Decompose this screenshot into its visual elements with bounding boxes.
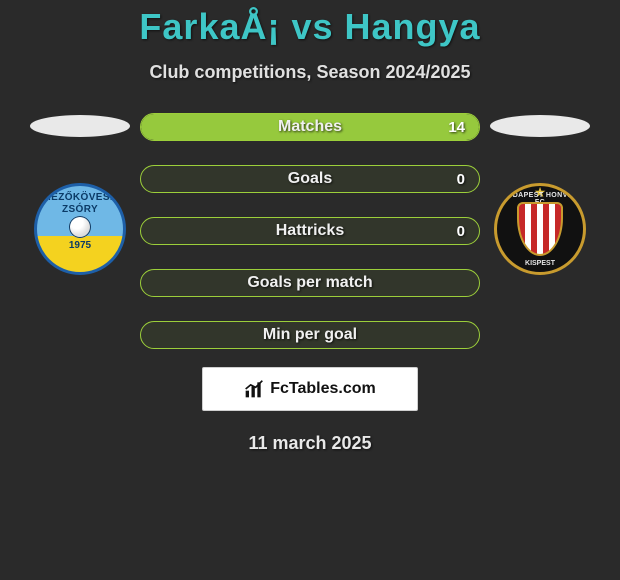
left-player-ellipse	[30, 115, 130, 137]
crest-left-ball-icon	[69, 216, 91, 238]
right-player-ellipse	[490, 115, 590, 137]
stat-label: Goals per match	[247, 274, 372, 292]
stat-goals: Goals 0	[140, 165, 480, 193]
stat-value-right: 14	[448, 119, 465, 136]
bar-chart-icon	[244, 379, 264, 399]
crest-right-shield-icon	[517, 202, 563, 256]
stat-label: Goals	[288, 170, 332, 188]
page-subtitle: Club competitions, Season 2024/2025	[0, 62, 620, 83]
stat-value-right: 0	[457, 223, 465, 240]
crest-left-top-text: MEZŐKÖVESD	[37, 192, 123, 203]
date-label: 11 march 2025	[0, 433, 620, 454]
stat-value-right: 0	[457, 171, 465, 188]
stats-column: Matches 14 Goals 0 Hattricks 0 Goals per…	[140, 113, 480, 349]
right-club-crest: ★ BUDAPEST HONVÉD FC KISPEST	[494, 183, 586, 275]
comparison-row: MEZŐKÖVESD ZSÓRY 1975 Matches 14 Goals 0…	[0, 113, 620, 349]
crest-left-mid-text: ZSÓRY	[37, 204, 123, 215]
crest-left-year: 1975	[37, 240, 123, 251]
page-title: FarkaÅ¡ vs Hangya	[0, 0, 620, 48]
crest-right-bottom-text: KISPEST	[497, 260, 583, 267]
stat-label: Min per goal	[263, 326, 357, 344]
brand-attribution[interactable]: FcTables.com	[202, 367, 418, 411]
stat-label: Matches	[278, 118, 342, 136]
stat-matches: Matches 14	[140, 113, 480, 141]
right-player-col: ★ BUDAPEST HONVÉD FC KISPEST	[480, 113, 600, 275]
stat-label: Hattricks	[276, 222, 344, 240]
brand-text: FcTables.com	[270, 380, 376, 398]
left-club-crest: MEZŐKÖVESD ZSÓRY 1975	[34, 183, 126, 275]
stat-min-per-goal: Min per goal	[140, 321, 480, 349]
stat-hattricks: Hattricks 0	[140, 217, 480, 245]
stat-goals-per-match: Goals per match	[140, 269, 480, 297]
left-player-col: MEZŐKÖVESD ZSÓRY 1975	[20, 113, 140, 275]
